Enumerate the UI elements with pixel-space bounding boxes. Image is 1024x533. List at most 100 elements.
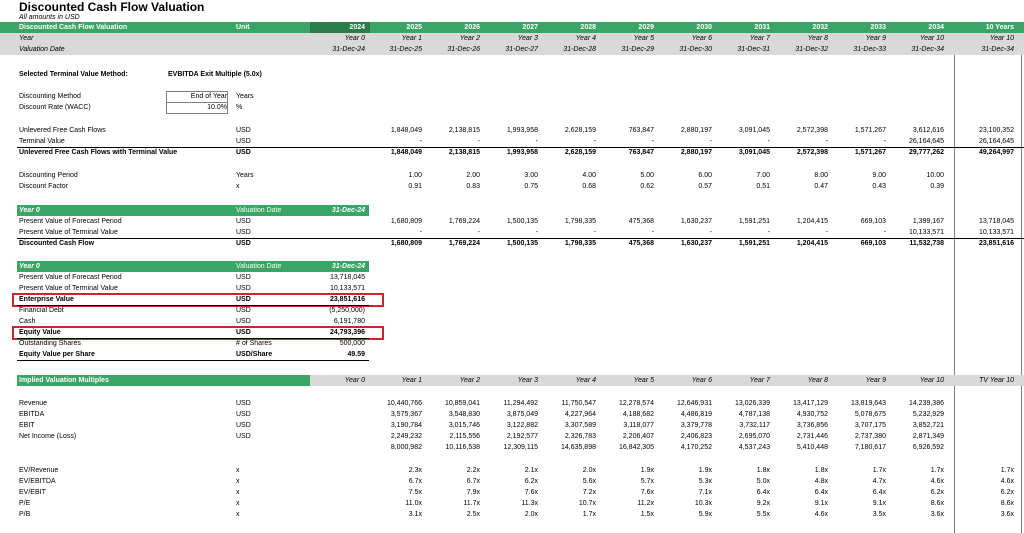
value-cell: 10,133,571 bbox=[908, 229, 944, 236]
date-label: 31-Dec-33 bbox=[853, 46, 886, 53]
page-subtitle: All amounts in USD bbox=[19, 14, 80, 21]
value-cell: 6.7x bbox=[408, 478, 422, 485]
value-cell: 7.2x bbox=[582, 489, 596, 496]
row-label: EV/EBITDA bbox=[19, 478, 56, 485]
value-cell: 9.2x bbox=[756, 500, 770, 507]
value-cell: 763,847 bbox=[628, 127, 654, 134]
value-cell: 5,078,675 bbox=[854, 411, 886, 418]
discounting-method-input[interactable]: End of Year bbox=[190, 93, 227, 100]
value-cell: 3,015,746 bbox=[448, 422, 480, 429]
value-cell: 7.9x bbox=[466, 489, 480, 496]
value-cell: - bbox=[651, 229, 654, 236]
value-cell: 2,138,815 bbox=[448, 149, 480, 156]
multiples-column-header: Year 9 bbox=[865, 377, 886, 384]
input-label: Discount Rate (WACC) bbox=[19, 104, 91, 111]
value-cell: 4.6x bbox=[814, 511, 828, 518]
row-label: Enterprise Value bbox=[19, 296, 74, 303]
value-cell: 3,091,045 bbox=[738, 149, 770, 156]
value-cell: 7.5x bbox=[408, 489, 422, 496]
value-cell: 8,000,982 bbox=[390, 444, 422, 451]
value-cell: 12,278,574 bbox=[618, 400, 654, 407]
row-label: Present Value of Forecast Period bbox=[19, 218, 122, 225]
value-cell: 0.62 bbox=[640, 183, 654, 190]
period-label: Year 10 bbox=[989, 35, 1014, 42]
year-column-header: 2029 bbox=[638, 24, 654, 31]
value-cell: 4,170,252 bbox=[680, 444, 712, 451]
unit-label: USD bbox=[236, 285, 251, 292]
value-cell: 2,695,070 bbox=[738, 433, 770, 440]
value-cell: 12,646,931 bbox=[676, 400, 712, 407]
value-cell: 3,118,077 bbox=[623, 422, 654, 429]
value-cell: 5.6x bbox=[582, 478, 596, 485]
value-cell: 4.8x bbox=[814, 478, 828, 485]
row-label: Discounting Period bbox=[19, 172, 78, 179]
row-separator bbox=[17, 147, 1024, 148]
value-cell: 1,571,267 bbox=[854, 149, 886, 156]
value-cell: - bbox=[593, 229, 596, 236]
unit-label: # of Shares bbox=[236, 340, 272, 347]
year-column-header: 2026 bbox=[464, 24, 480, 31]
value-cell: - bbox=[767, 229, 770, 236]
value-cell: 3,736,856 bbox=[796, 422, 828, 429]
value-cell: 500,000 bbox=[339, 340, 365, 347]
value-cell: 3,575,367 bbox=[390, 411, 422, 418]
value-cell: - bbox=[883, 229, 886, 236]
value-cell: 10.3x bbox=[694, 500, 712, 507]
value-cell: 1.5x bbox=[640, 511, 654, 518]
value-cell: 5,232,929 bbox=[912, 411, 944, 418]
value-cell: 1,500,135 bbox=[506, 218, 538, 225]
date-label: 31-Dec-24 bbox=[332, 46, 365, 53]
row-label: P/B bbox=[19, 511, 31, 518]
header-unit: Unit bbox=[236, 24, 250, 31]
value-cell: 4.7x bbox=[872, 478, 886, 485]
header-green-band bbox=[0, 22, 1024, 33]
value-cell: 13,718,045 bbox=[329, 274, 365, 281]
value-cell: 1.7x bbox=[872, 467, 886, 474]
unit-label: Years bbox=[236, 172, 254, 179]
value-cell: - bbox=[593, 138, 596, 145]
multiples-column-header: Year 8 bbox=[807, 377, 828, 384]
date-label: 31-Dec-32 bbox=[795, 46, 828, 53]
value-cell: 1.9x bbox=[698, 467, 712, 474]
multiples-total-header: TV Year 10 bbox=[979, 377, 1014, 384]
period-label: Year 8 bbox=[807, 35, 828, 42]
row-label: Present Value of Terminal Value bbox=[19, 229, 118, 236]
value-cell: 1,769,224 bbox=[448, 218, 480, 225]
value-cell: 0.57 bbox=[698, 183, 712, 190]
value-cell: 3,379,778 bbox=[680, 422, 712, 429]
pv-header-date: 31-Dec-24 bbox=[331, 207, 365, 214]
ev-header-date: 31-Dec-24 bbox=[331, 263, 365, 270]
value-cell: - bbox=[825, 229, 828, 236]
value-cell: 5.5x bbox=[756, 511, 770, 518]
value-cell: 6.4x bbox=[814, 489, 828, 496]
value-cell: 14,239,386 bbox=[908, 400, 944, 407]
value-cell: 1,591,251 bbox=[738, 240, 770, 247]
row-label: Present Value of Forecast Period bbox=[19, 274, 122, 281]
value-cell: 5.0x bbox=[756, 478, 770, 485]
value-cell: 2,249,232 bbox=[390, 433, 422, 440]
value-cell: 12,309,115 bbox=[503, 444, 538, 451]
unit-label: x bbox=[236, 511, 240, 518]
value-cell: 3.5x bbox=[872, 511, 886, 518]
value-cell: 475,368 bbox=[628, 218, 654, 225]
value-cell: 2,880,197 bbox=[680, 127, 712, 134]
value-cell: 1.8x bbox=[814, 467, 828, 474]
discount-rate-input[interactable]: 10.0% bbox=[207, 104, 227, 111]
value-cell: 2.3x bbox=[408, 467, 422, 474]
unit-label: USD bbox=[236, 433, 251, 440]
value-cell: 1,798,335 bbox=[564, 240, 596, 247]
row-label: Cash bbox=[19, 318, 36, 325]
value-cell: 3,190,784 bbox=[390, 422, 422, 429]
value-cell: 3,707,175 bbox=[854, 422, 886, 429]
value-cell: 2.2x bbox=[466, 467, 480, 474]
value-cell: 4.00 bbox=[582, 172, 596, 179]
value-cell: 3.6x bbox=[930, 511, 944, 518]
year-column-header: 2032 bbox=[812, 24, 828, 31]
ev-header-band bbox=[17, 261, 369, 272]
row-label: Unlevered Free Cash Flows bbox=[19, 127, 106, 134]
row-label: Present Value of Terminal Value bbox=[19, 285, 118, 292]
value-cell: 7,180,617 bbox=[854, 444, 886, 451]
year-column-header: 2034 bbox=[928, 24, 944, 31]
unit-label: USD bbox=[236, 127, 251, 134]
value-cell: 23,851,616 bbox=[329, 296, 365, 303]
